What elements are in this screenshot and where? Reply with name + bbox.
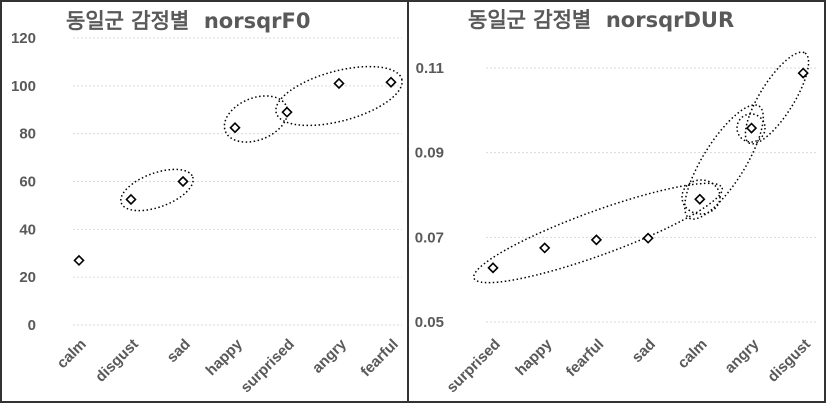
data-point-sad [642,232,654,244]
y-tick-label: 0.05 [415,314,444,331]
data-point-happy [229,122,241,134]
data-point-calm [73,254,85,267]
data-point-surprised [487,262,499,274]
x-category-label: disgust [764,336,814,386]
left-panel-border [0,0,409,403]
y-tick-label: 100 [11,78,36,95]
data-point-calm [694,193,706,205]
right-panel-border [407,0,826,403]
data-point-fearful [590,234,603,246]
group-ellipse [223,95,289,143]
group-ellipse [472,182,724,284]
group-ellipse [681,179,721,215]
data-point-angry [333,77,345,90]
group-ellipse [275,65,403,127]
x-category-label: disgust [92,336,142,386]
y-tick-label: 80 [19,126,36,143]
left-chart-title: 동일군 감정별 norsqrF0 [66,9,310,33]
data-point-fearful [385,76,397,88]
y-tick-label: 0.09 [415,145,444,162]
x-category-label: sad [629,336,659,366]
x-category-label: surprised [443,336,503,396]
data-point-sad [177,175,189,188]
y-tick-label: 60 [19,174,36,191]
x-category-label: happy [203,335,247,379]
y-tick-label: 0 [28,317,36,334]
group-ellipse [120,168,194,212]
x-category-label: calm [54,336,90,372]
x-category-label: calm [674,336,710,372]
y-tick-label: 0.07 [415,229,444,246]
y-tick-label: 0.11 [416,60,444,77]
data-point-disgust [125,193,137,206]
y-tick-label: 40 [19,221,36,238]
data-point-disgust [797,67,809,79]
x-category-label: fearful [563,336,607,380]
y-tick-label: 120 [11,30,36,47]
data-point-surprised [281,106,293,118]
x-category-label: surprised [237,336,297,396]
data-point-happy [539,242,551,254]
y-tick-label: 20 [19,269,36,286]
x-category-label: angry [309,335,350,376]
right-chart-title: 동일군 감정별 norsqrDUR [468,8,734,32]
x-category-label: happy [512,335,556,379]
group-ellipse [736,113,766,143]
x-category-label: fearful [357,336,401,380]
x-category-label: angry [721,335,762,376]
data-point-angry [745,122,758,134]
x-category-label: sad [164,336,194,366]
group-ellipse [684,104,764,220]
group-ellipse [744,51,810,145]
